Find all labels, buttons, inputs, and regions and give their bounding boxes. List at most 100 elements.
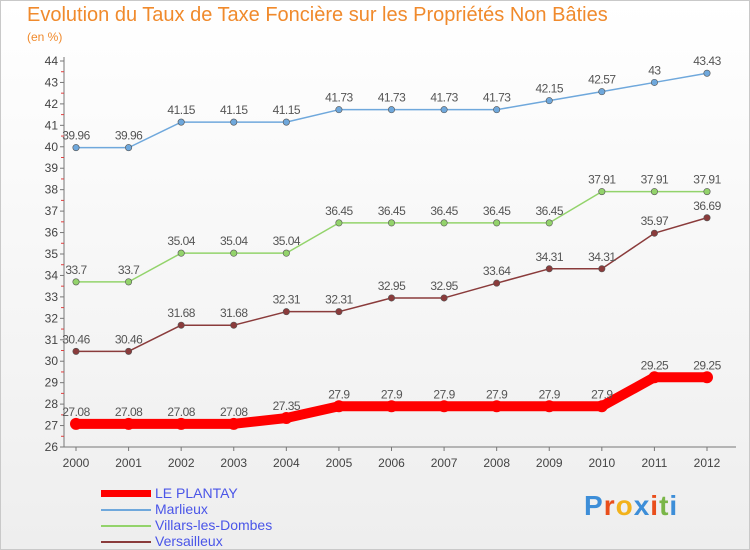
data-label: 32.31 — [325, 293, 353, 307]
data-point — [72, 347, 80, 355]
logo-letter: i — [650, 490, 660, 521]
data-point — [490, 400, 503, 413]
data-point — [440, 219, 448, 227]
data-label: 41.15 — [273, 103, 301, 117]
data-point — [648, 371, 661, 384]
x-tick-label: 2000 — [63, 456, 90, 470]
data-point — [387, 106, 395, 114]
x-tick-label: 2009 — [536, 456, 563, 470]
data-point — [387, 294, 395, 302]
data-point — [650, 229, 658, 237]
data-point — [598, 188, 606, 196]
x-tick-label: 2008 — [483, 456, 510, 470]
data-label: 34.31 — [535, 250, 563, 264]
y-tick-label: 36 — [45, 226, 59, 240]
data-point — [177, 118, 185, 126]
x-tick-label: 2010 — [588, 456, 615, 470]
data-point — [70, 417, 82, 430]
data-point — [493, 106, 501, 114]
data-label: 32.95 — [378, 279, 406, 293]
data-point — [227, 417, 240, 430]
data-point — [125, 347, 133, 355]
data-point — [650, 78, 658, 86]
data-point — [703, 214, 711, 222]
data-label: 39.96 — [62, 129, 90, 143]
data-point — [543, 400, 556, 413]
data-point — [175, 417, 188, 430]
data-point — [177, 321, 185, 329]
data-label: 41.73 — [325, 91, 353, 105]
data-label: 35.04 — [220, 234, 248, 248]
y-tick-label: 39 — [45, 161, 59, 175]
data-label: 33.64 — [483, 264, 511, 278]
data-point — [703, 188, 711, 196]
data-point — [230, 118, 238, 126]
data-point — [335, 308, 343, 316]
data-label: 41.73 — [378, 91, 406, 105]
data-label: 37.91 — [588, 173, 616, 187]
data-label: 32.95 — [430, 279, 458, 293]
data-point — [545, 97, 553, 105]
data-label: 41.15 — [220, 103, 248, 117]
legend-swatch-versailleux — [101, 541, 151, 543]
data-label: 27.9 — [486, 387, 508, 401]
data-point — [595, 400, 608, 413]
data-point — [650, 188, 658, 196]
data-point — [332, 400, 345, 413]
data-point — [493, 219, 501, 227]
logo-letter: o — [615, 490, 634, 521]
data-point — [230, 249, 238, 257]
legend-swatch-marlieux — [101, 509, 151, 511]
legend-label: LE PLANTAY — [155, 485, 238, 501]
data-label: 41.73 — [430, 91, 458, 105]
data-label: 35.04 — [167, 234, 195, 248]
data-label: 41.15 — [167, 103, 195, 117]
data-label: 36.45 — [483, 204, 511, 218]
y-tick-label: 26 — [45, 440, 59, 454]
x-tick-label: 2002 — [168, 456, 195, 470]
data-point — [598, 265, 606, 273]
y-tick-label: 34 — [45, 268, 59, 282]
x-tick-label: 2011 — [642, 456, 668, 470]
data-label: 27.9 — [433, 387, 455, 401]
data-label: 35.04 — [273, 234, 301, 248]
data-label: 36.45 — [378, 204, 406, 218]
data-point — [438, 400, 451, 413]
data-point — [703, 69, 711, 77]
legend-label: Villars-les-Dombes — [155, 517, 273, 533]
legend-label: Marlieux — [155, 501, 208, 517]
data-label: 27.9 — [539, 387, 561, 401]
data-label: 27.35 — [273, 399, 301, 413]
data-point — [385, 400, 398, 413]
data-label: 42.57 — [588, 73, 616, 87]
chart-unit: (en %) — [27, 30, 63, 44]
x-tick-label: 2007 — [431, 456, 458, 470]
data-point — [440, 106, 448, 114]
x-tick-label: 2004 — [273, 456, 300, 470]
data-label: 29.25 — [693, 358, 721, 372]
data-label: 27.08 — [167, 405, 195, 419]
data-label: 36.45 — [325, 204, 353, 218]
logo-letter: P — [584, 490, 604, 521]
x-tick-label: 2001 — [115, 456, 142, 470]
proxiti-logo: Proxiti — [584, 490, 678, 522]
y-tick-label: 37 — [45, 204, 59, 218]
data-point — [545, 219, 553, 227]
logo-letter: r — [603, 490, 616, 521]
legend-swatch-le-plantay — [101, 490, 151, 497]
data-point — [72, 144, 80, 152]
data-point — [440, 294, 448, 302]
data-label: 27.9 — [591, 387, 613, 401]
y-tick-label: 38 — [45, 183, 59, 197]
x-tick-label: 2012 — [694, 456, 721, 470]
data-point — [282, 308, 290, 316]
data-label: 36.45 — [430, 204, 458, 218]
y-tick-label: 30 — [45, 354, 59, 368]
data-point — [701, 371, 713, 384]
y-tick-label: 29 — [45, 376, 59, 390]
y-tick-label: 42 — [45, 97, 59, 111]
logo-letter: x — [633, 490, 651, 521]
logo-letter: t — [659, 490, 670, 521]
data-point — [177, 249, 185, 257]
